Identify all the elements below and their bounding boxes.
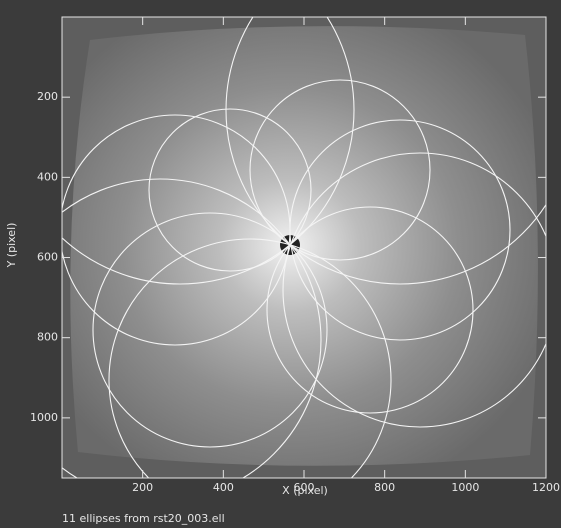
y-tick-label: 1000 [30, 411, 58, 424]
caption: 11 ellipses from rst20_003.ell [62, 512, 225, 525]
x-tick-label: 1200 [532, 481, 560, 494]
y-tick-label: 200 [37, 90, 58, 103]
x-tick-label: 600 [294, 481, 315, 494]
y-tick-label: 600 [37, 251, 58, 264]
x-tick-label: 200 [132, 481, 153, 494]
x-tick-label: 1000 [451, 481, 479, 494]
page: X (pixel) Y (pixel) 11 ellipses from rst… [0, 0, 561, 528]
x-tick-label: 800 [374, 481, 395, 494]
x-tick-label: 400 [213, 481, 234, 494]
y-axis-label: Y (pixel) [5, 223, 18, 269]
chart: X (pixel) Y (pixel) 11 ellipses from rst… [0, 0, 561, 528]
y-tick-label: 400 [37, 170, 58, 183]
y-tick-label: 800 [37, 331, 58, 344]
